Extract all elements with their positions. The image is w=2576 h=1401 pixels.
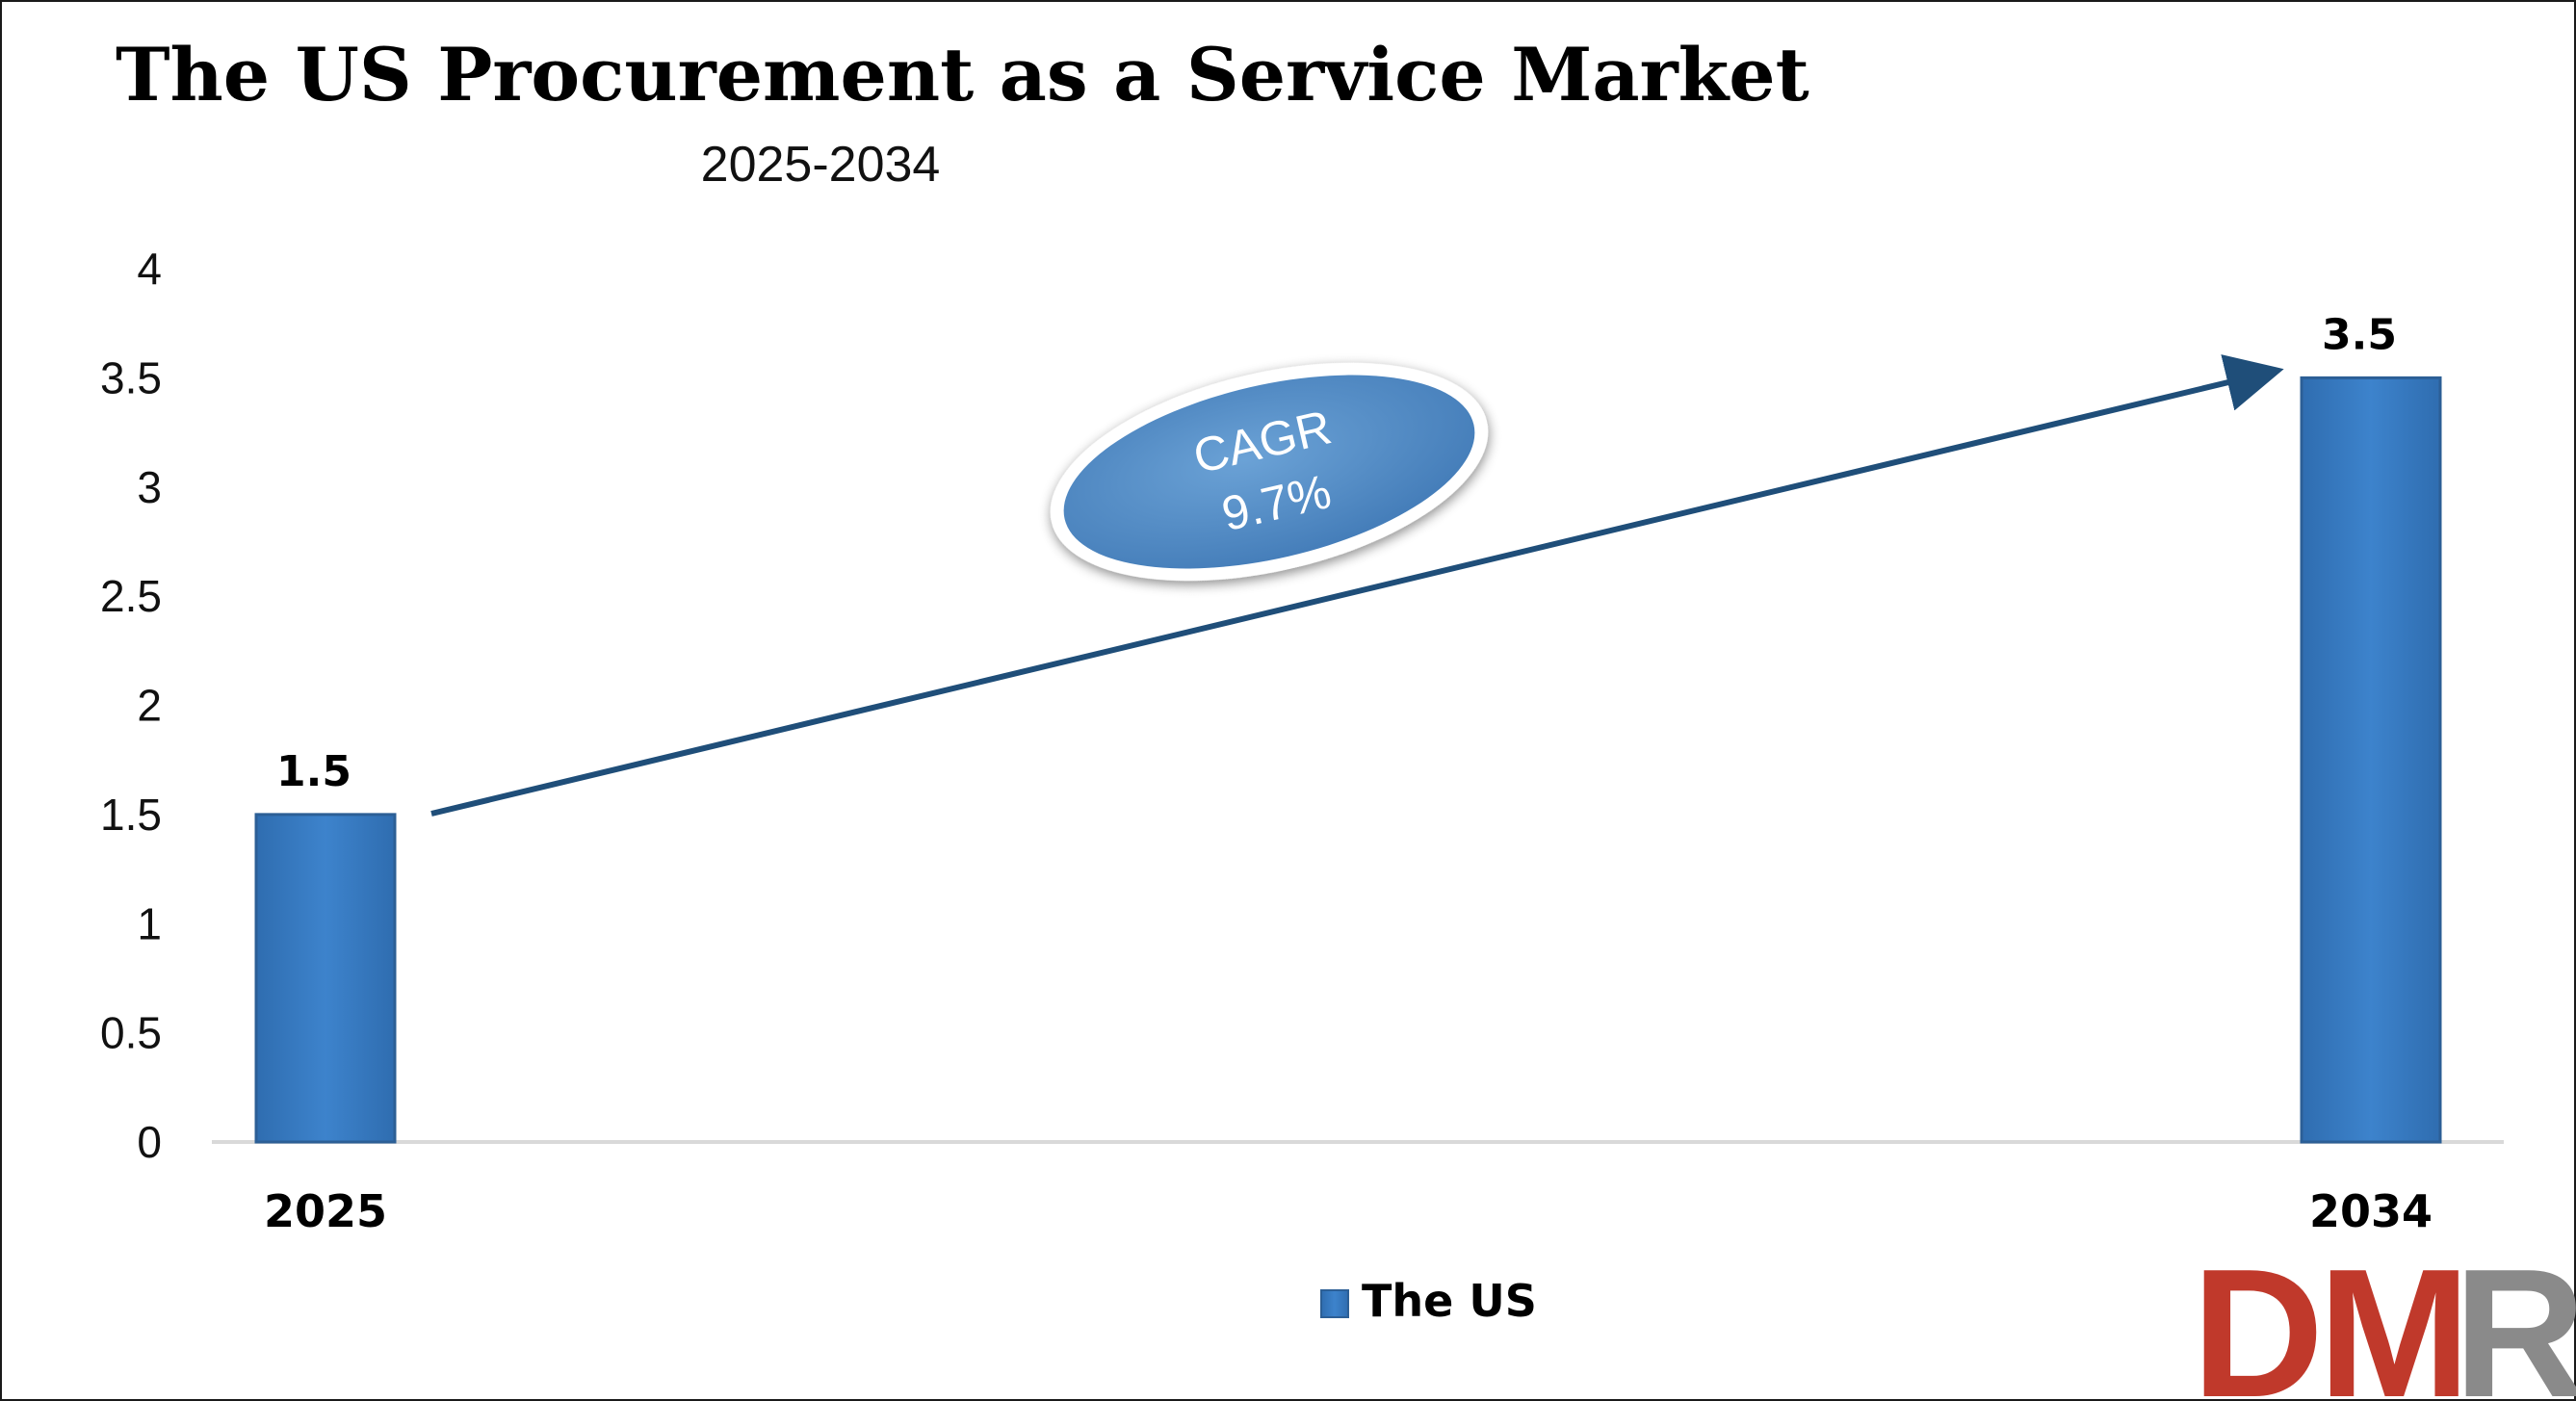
logo-dm: DM	[2192, 1232, 2464, 1401]
bar-2025	[254, 813, 397, 1144]
y-tick-label: 1.5	[100, 790, 162, 840]
x-tick-label: 2025	[264, 1185, 387, 1237]
y-tick-label: 2	[137, 681, 162, 731]
x-axis: 2025 2034	[264, 1185, 2433, 1237]
chart-subtitle: 2025-2034	[701, 137, 941, 193]
cagr-ellipse	[1063, 375, 1475, 569]
x-tick-label: 2034	[2309, 1185, 2433, 1237]
y-tick-label: 2.5	[100, 571, 162, 621]
y-tick-label: 4	[137, 244, 162, 294]
bars	[254, 376, 2442, 1144]
legend: The US	[1320, 1275, 1537, 1327]
trend-arrow	[430, 354, 2284, 817]
data-label: 3.5	[2322, 310, 2397, 359]
legend-swatch	[1320, 1289, 1349, 1318]
y-tick-label: 1	[137, 898, 162, 948]
y-tick-label: 3	[137, 462, 162, 512]
cagr-badge: CAGR 9.7%	[1050, 362, 1489, 582]
chart-title: The US Procurement as a Service Market	[116, 32, 1809, 117]
bar-2034	[2300, 376, 2442, 1144]
y-axis: 0 0.5 1 1.5 2 2.5 3 3.5 4	[100, 244, 162, 1167]
data-label: 1.5	[276, 747, 351, 796]
data-labels: 1.5 3.5	[276, 310, 2397, 796]
y-tick-label: 3.5	[100, 352, 162, 402]
logo-r: R	[2454, 1232, 2576, 1401]
y-tick-label: 0.5	[100, 1008, 162, 1058]
dmr-logo: DM R	[2192, 1232, 2576, 1401]
legend-label: The US	[1362, 1275, 1537, 1327]
y-tick-label: 0	[137, 1117, 162, 1167]
